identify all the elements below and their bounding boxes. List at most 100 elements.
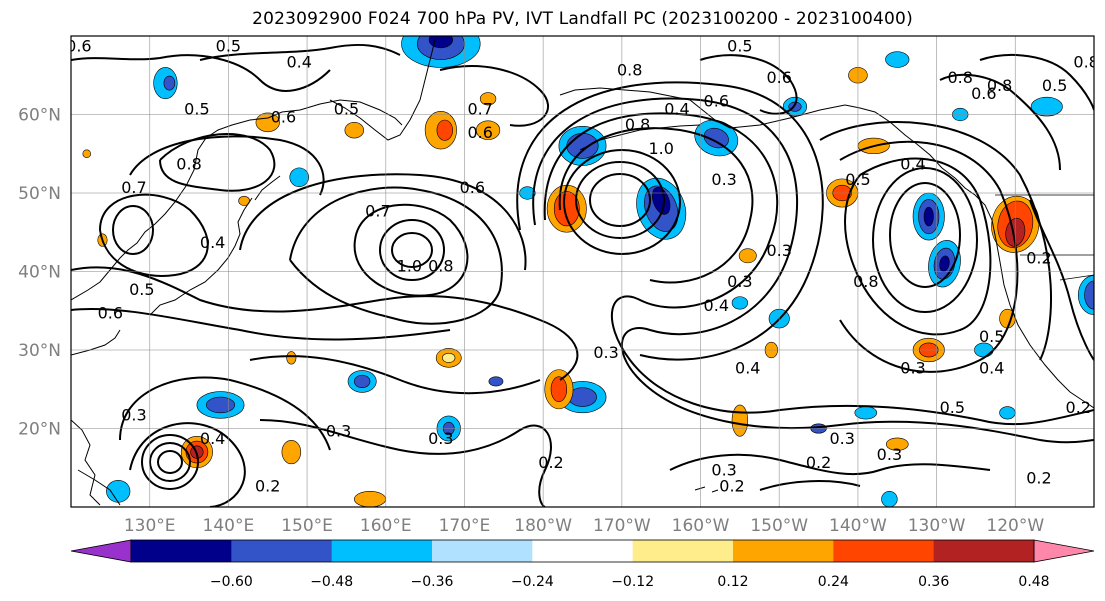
contour-label: 0.8 xyxy=(176,154,201,173)
pv-anomaly-patch xyxy=(923,206,934,227)
contour-label: 0.4 xyxy=(704,296,729,315)
contour-label: 0.8 xyxy=(428,257,453,276)
pv-anomaly-patch xyxy=(1030,96,1063,117)
contour-label: 0.6 xyxy=(467,123,492,142)
colorbar-tick-label: −0.60 xyxy=(210,574,253,590)
lon-label: 170°W xyxy=(593,516,651,536)
lon-label: 160°E xyxy=(360,516,412,536)
contour-label: 0.3 xyxy=(121,406,146,425)
colorbar-extend-low xyxy=(70,539,132,563)
pv-anomaly-patch xyxy=(703,127,729,149)
contour-label: 0.3 xyxy=(428,429,453,448)
map-title: 2023092900 F024 700 hPa PV, IVT Landfall… xyxy=(252,9,913,29)
contour-label: 0.3 xyxy=(593,343,618,362)
contour-label: 0.6 xyxy=(971,84,996,103)
lon-label: 140°E xyxy=(203,516,255,536)
pv-anomaly-patch xyxy=(255,112,280,133)
contour-label: 0.8 xyxy=(625,115,650,134)
pv-anomaly-patch xyxy=(479,92,497,106)
pv-anomaly-patch xyxy=(106,480,131,503)
contour-label: 0.2 xyxy=(255,476,280,495)
lat-label: 40°N xyxy=(18,263,61,283)
contour-label: 0.8 xyxy=(1073,52,1098,71)
contour-label: 0.8 xyxy=(617,60,642,79)
colorbar-extend-high xyxy=(1033,539,1095,563)
pv-anomaly-patch xyxy=(344,122,365,139)
colorbar-tick-label: 0.48 xyxy=(1018,574,1049,590)
contour-label: 0.3 xyxy=(900,359,925,378)
lon-label: 150°E xyxy=(281,516,333,536)
colorbar-tick-label: 0.36 xyxy=(918,574,949,590)
pv-anomaly-patch xyxy=(652,187,671,215)
contour-label: 0.3 xyxy=(326,421,351,440)
longitude-labels: 130°E 140°E 150°E 160°E 170°E 180°W 170°W 160°W… xyxy=(124,516,1045,536)
colorbar-bin xyxy=(933,540,1035,562)
contour-label: 1.0 xyxy=(397,257,422,276)
pv-anomaly-patch xyxy=(550,376,568,403)
colorbar-tick-label: −0.48 xyxy=(310,574,353,590)
contour-label: 0.6 xyxy=(460,178,485,197)
colorbar-tick-labels: −0.60 −0.48 −0.36 −0.24 −0.12 0.12 0.24 0.36 0.4… xyxy=(210,574,1050,590)
lon-label: 160°W xyxy=(672,516,730,536)
contour-label: 0.3 xyxy=(877,445,902,464)
lon-label: 120°W xyxy=(986,516,1044,536)
lat-lon-grid xyxy=(71,36,1094,507)
contour-label: 0.2 xyxy=(806,453,831,472)
contour-label: 0.7 xyxy=(467,100,492,119)
lon-label: 150°W xyxy=(750,516,808,536)
contour-label: 0.4 xyxy=(664,100,689,119)
pv-anomaly-patch xyxy=(206,396,235,414)
contour-label: 0.4 xyxy=(900,154,925,173)
lon-label: 140°W xyxy=(829,516,887,536)
contour-label: 0.3 xyxy=(711,170,736,189)
colorbar-tick-label: 0.24 xyxy=(818,574,849,590)
contour-label: 0.2 xyxy=(538,453,563,472)
contour-label: 0.3 xyxy=(727,272,752,291)
contour-label: 0.2 xyxy=(1026,249,1051,268)
colorbar-tick-label: 0.12 xyxy=(717,574,748,590)
colorbar-outline xyxy=(130,539,1035,563)
contour-label: 0.5 xyxy=(1042,76,1067,95)
colorbar-bin xyxy=(331,540,433,562)
lon-label: 170°E xyxy=(439,516,491,536)
pv-anomaly-fills xyxy=(82,36,1094,507)
contour-label: 0.3 xyxy=(829,429,854,448)
contour-label: 1.0 xyxy=(648,139,673,158)
contour-label: 0.6 xyxy=(704,92,729,111)
pv-anomaly-patch xyxy=(731,296,749,310)
contour-label: 0.4 xyxy=(979,359,1004,378)
pv-anomaly-patch xyxy=(281,439,302,465)
pv-anomaly-patch xyxy=(286,351,297,365)
contour-label: 0.8 xyxy=(853,272,878,291)
pv-anomaly-patch xyxy=(436,119,453,141)
contour-label: 0.7 xyxy=(121,178,146,197)
contour-label: 0.3 xyxy=(767,241,792,260)
pv-anomaly-patch xyxy=(428,36,453,49)
contour-labels: 0.6 0.50.40.5 0.50.60.80.70.70.41.0 0.80.50… xyxy=(66,37,1098,496)
contour-label: 0.6 xyxy=(98,304,123,323)
pv-anomaly-patch xyxy=(738,248,757,264)
coastlines xyxy=(71,39,1094,506)
contour-label: 0.5 xyxy=(940,398,965,417)
latitude-labels: 20°N 30°N 40°N 50°N 60°N xyxy=(18,106,61,440)
pv-anomaly-patch xyxy=(442,352,456,363)
contour-label: 0.8 xyxy=(987,76,1012,95)
contour-label: 0.6 xyxy=(66,37,91,56)
lon-label: 130°W xyxy=(908,516,966,536)
pv-anomaly-patch xyxy=(289,167,309,188)
lat-label: 60°N xyxy=(18,106,61,126)
contour-label: 0.8 xyxy=(947,68,972,87)
contour-label: 0.5 xyxy=(845,170,870,189)
lon-label: 130°E xyxy=(124,516,176,536)
pv-anomaly-patch xyxy=(885,51,910,68)
contour-label: 0.5 xyxy=(184,100,209,119)
contour-label: 0.5 xyxy=(979,327,1004,346)
contour-label: 0.2 xyxy=(1026,468,1051,487)
contour-label: 0.4 xyxy=(286,52,311,71)
contour-label: 0.5 xyxy=(129,280,154,299)
contour-label: 0.4 xyxy=(200,233,225,252)
colorbar xyxy=(70,539,1095,563)
colorbar-bin xyxy=(532,540,634,562)
contour-label: 0.4 xyxy=(735,359,760,378)
